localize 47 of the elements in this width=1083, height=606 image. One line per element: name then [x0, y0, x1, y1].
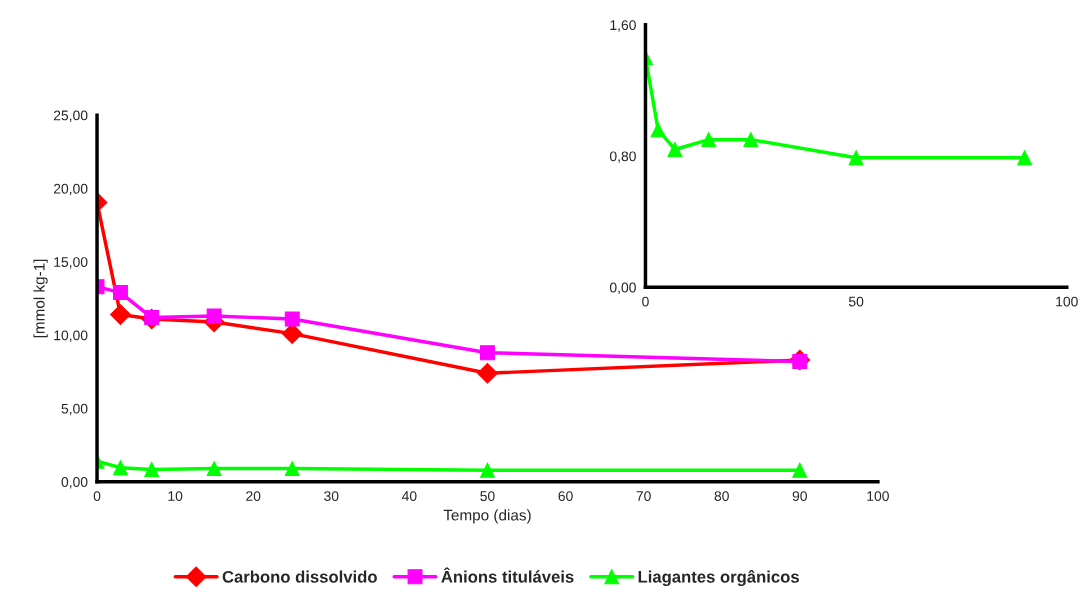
y-tick-label: 0,00 — [609, 282, 636, 295]
point — [281, 323, 303, 344]
point — [284, 311, 300, 327]
point — [113, 285, 128, 301]
legend-label: Liagantes orgânicos — [638, 570, 799, 587]
x-tick-label: 90 — [792, 491, 807, 501]
x-tick-label: 40 — [401, 491, 417, 501]
x-tick-label: 70 — [636, 491, 651, 501]
y-tick-label: 15,00 — [54, 257, 88, 269]
x-tick-label: 100 — [1056, 296, 1078, 307]
y-tick-label: 20,00 — [53, 183, 88, 196]
point — [144, 461, 160, 477]
y-tick-label: 1,60 — [610, 20, 636, 32]
x-tick-label: 20 — [246, 491, 261, 501]
point — [110, 304, 131, 325]
point — [206, 461, 222, 477]
x-tick-label: 0 — [93, 491, 101, 501]
point — [743, 132, 759, 148]
point — [477, 362, 498, 384]
point — [1017, 150, 1033, 166]
y-tick-label: 0,00 — [61, 477, 88, 489]
point — [479, 462, 495, 478]
x-tick-label: 0 — [642, 296, 649, 307]
point — [792, 462, 808, 478]
point — [650, 122, 666, 138]
point — [113, 460, 128, 476]
legend-label: Ânions tituláveis — [441, 567, 574, 583]
point — [479, 345, 495, 361]
y-tick-label: 10,00 — [54, 330, 88, 342]
point — [848, 150, 864, 166]
x-tick-label: 50 — [848, 296, 864, 307]
x-tick-label: 50 — [480, 491, 495, 501]
point — [206, 308, 222, 324]
x-tick-label: 30 — [324, 491, 339, 501]
x-axis-title: Tempo (dias) — [443, 509, 531, 524]
point — [701, 132, 717, 148]
legend-label: Carbono dissolvido — [222, 570, 377, 583]
y-axis-title: [mmol kg-1] — [33, 259, 48, 338]
point — [284, 461, 300, 477]
y-tick-label: 0,80 — [609, 151, 636, 163]
x-tick-label: 80 — [714, 491, 729, 501]
x-tick-label: 60 — [558, 491, 573, 501]
x-tick-label: 100 — [867, 491, 889, 501]
y-tick-label: 25,00 — [53, 110, 88, 122]
y-tick-label: 5,00 — [61, 403, 88, 416]
x-tick-label: 10 — [168, 491, 183, 501]
point — [667, 142, 683, 157]
